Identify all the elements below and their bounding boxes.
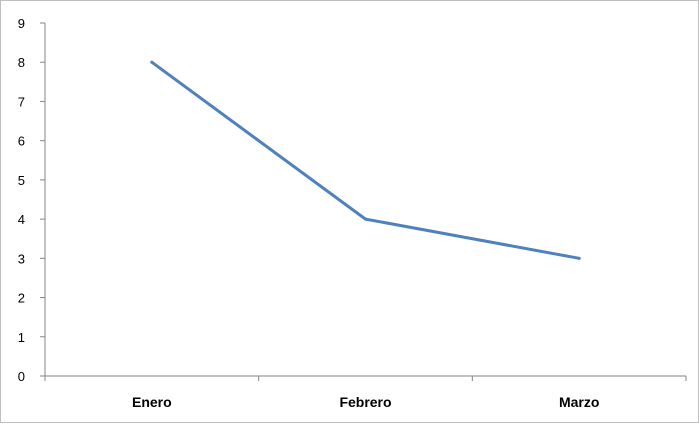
data-point	[364, 217, 367, 221]
series-line	[150, 60, 581, 260]
y-tick-label: 6	[18, 134, 25, 149]
x-tick-label: Febrero	[339, 394, 391, 410]
x-axis-ticks: Enero Febrero Marzo	[44, 376, 687, 410]
y-tick-label: 7	[18, 94, 25, 109]
series-group	[150, 60, 581, 260]
axes	[44, 23, 686, 377]
x-tick-label: Enero	[132, 394, 172, 410]
y-tick-label: 9	[18, 16, 25, 31]
y-tick-label: 1	[18, 330, 25, 345]
y-tick-label: 2	[18, 291, 25, 306]
data-point	[150, 60, 154, 64]
y-tick-label: 8	[18, 55, 25, 70]
data-point	[577, 256, 581, 260]
y-tick-label: 0	[18, 369, 25, 384]
y-tick-label: 5	[18, 173, 25, 188]
y-tick-label: 3	[18, 251, 25, 266]
y-tick-label: 4	[18, 212, 25, 227]
x-tick-label: Marzo	[559, 394, 599, 410]
y-axis-ticks: 0 1 2 3 4 5 6 7 8 9	[18, 16, 45, 384]
